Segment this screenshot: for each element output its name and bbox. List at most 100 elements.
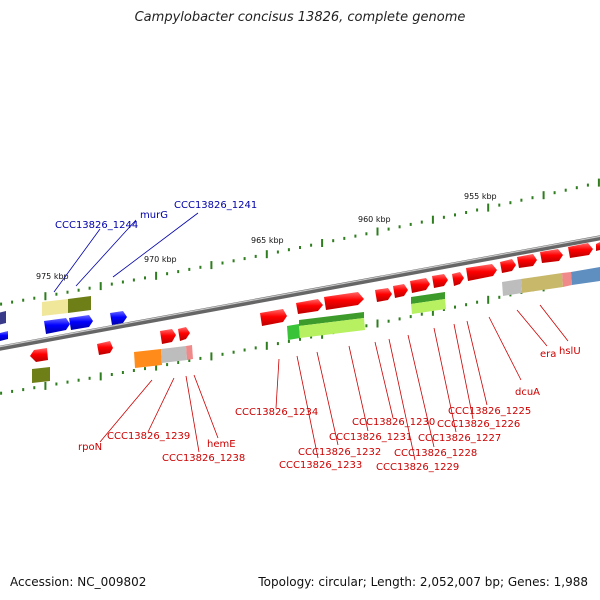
connector-line [53, 228, 101, 293]
label-dcuA: dcuA [515, 387, 540, 398]
gene-arrow [30, 348, 48, 362]
gene-arrow [110, 311, 127, 325]
label-CCC13826_1244: CCC13826_1244 [55, 220, 138, 231]
label-CCC13826_1231: CCC13826_1231 [329, 432, 412, 443]
scale-tick [22, 388, 25, 392]
scale-tick [66, 380, 69, 384]
scale-tick [11, 389, 14, 393]
scale-tick [276, 250, 279, 254]
scale-tick [155, 271, 158, 280]
band-green-dark [299, 312, 364, 326]
outer-tick-track [0, 178, 600, 306]
scale-tick [365, 324, 368, 328]
gene-arrow [260, 309, 287, 326]
band-pink [186, 345, 193, 360]
blue-gene-labels: CCC13826_1244 murG CCC13826_1241 [55, 200, 257, 231]
connector-line [348, 345, 369, 432]
scale-tick [420, 312, 423, 316]
label-CCC13826_1226: CCC13826_1226 [437, 419, 520, 430]
scale-tick [498, 295, 501, 299]
scale-tick [232, 350, 235, 354]
band-olive-small [32, 367, 50, 383]
scale-tick [110, 282, 113, 286]
connector-line [539, 304, 569, 342]
scale-tick [11, 300, 14, 304]
scale-tick [487, 295, 490, 304]
connector-line [374, 341, 394, 419]
scale-tick [343, 236, 346, 240]
scale-tick [476, 300, 479, 304]
scale-tick [509, 201, 512, 205]
label-CCC13826_1225: CCC13826_1225 [448, 406, 531, 417]
connector-line [466, 320, 488, 406]
scale-tick [465, 211, 468, 214]
scale-tick [55, 292, 58, 296]
connector-line [388, 338, 416, 461]
scale-tick [210, 261, 213, 270]
scale-tick [99, 372, 102, 381]
genome-backbone [0, 235, 600, 351]
gene-arrow [0, 311, 6, 325]
scale-tick [221, 352, 224, 356]
scale-tick [121, 280, 124, 284]
scale-tick [387, 319, 390, 323]
scale-tick [287, 248, 290, 252]
scale-tick [188, 359, 191, 362]
scale-tick [465, 303, 468, 307]
scale-tick [199, 265, 202, 269]
scale-tick [177, 361, 180, 364]
band-olive [68, 296, 91, 313]
scale-tick [498, 203, 501, 207]
scale-tick [387, 227, 390, 231]
scale-tick [287, 339, 290, 343]
scale-tick [265, 250, 268, 259]
label-CCC13826_1229: CCC13826_1229 [376, 462, 459, 473]
scale-tick [55, 382, 58, 386]
connector-line [296, 355, 319, 459]
scale-tick [520, 198, 523, 202]
connector-line [99, 379, 153, 443]
scale-tick [44, 292, 47, 301]
scale-tick [88, 376, 91, 380]
band-lime [299, 318, 365, 338]
scale-tick [276, 342, 279, 346]
scale-tick [33, 296, 36, 300]
scale-tick [44, 381, 47, 390]
scale-tick [454, 213, 456, 217]
reverse-genes-blue [0, 311, 127, 341]
band-grey [161, 346, 187, 363]
gene-arrow [69, 315, 93, 330]
scale-tick [586, 183, 589, 187]
connector-line [516, 309, 548, 347]
scale-tick [33, 386, 36, 390]
scale-tick [409, 222, 412, 226]
scale-tick [155, 362, 158, 371]
scale-tick [321, 239, 324, 247]
scale-tick [132, 278, 135, 282]
scale-tick [144, 367, 146, 371]
label-CCC13826_1230: CCC13826_1230 [352, 417, 435, 428]
connector-line [275, 358, 280, 409]
scale-tick [376, 319, 379, 328]
connector-line [193, 374, 219, 439]
label-CCC13826_1241: CCC13826_1241 [174, 200, 257, 211]
red-gene-labels: rpoN CCC13826_1239 CCC13826_1238 hemE CC… [78, 346, 581, 473]
scale-tick [409, 315, 412, 319]
gene-arrow [296, 299, 323, 314]
gene-arrow [432, 274, 448, 288]
scale-tick [66, 290, 69, 294]
scale-tick [265, 341, 268, 350]
scale-label-965: 965 kbp [251, 236, 284, 245]
scale-tick [121, 371, 124, 374]
scale-tick [531, 196, 534, 200]
label-CCC13826_1232: CCC13826_1232 [298, 447, 381, 458]
forward-genes [30, 242, 600, 362]
gene-arrow [568, 243, 593, 258]
label-CCC13826_1239: CCC13826_1239 [107, 431, 190, 442]
label-era: era [540, 349, 556, 360]
scale-tick [110, 373, 113, 376]
label-CCC13826_1228: CCC13826_1228 [394, 448, 477, 459]
scale-tick [487, 203, 490, 212]
scale-tick [0, 302, 3, 306]
scale-label-955: 955 kbp [464, 192, 497, 201]
